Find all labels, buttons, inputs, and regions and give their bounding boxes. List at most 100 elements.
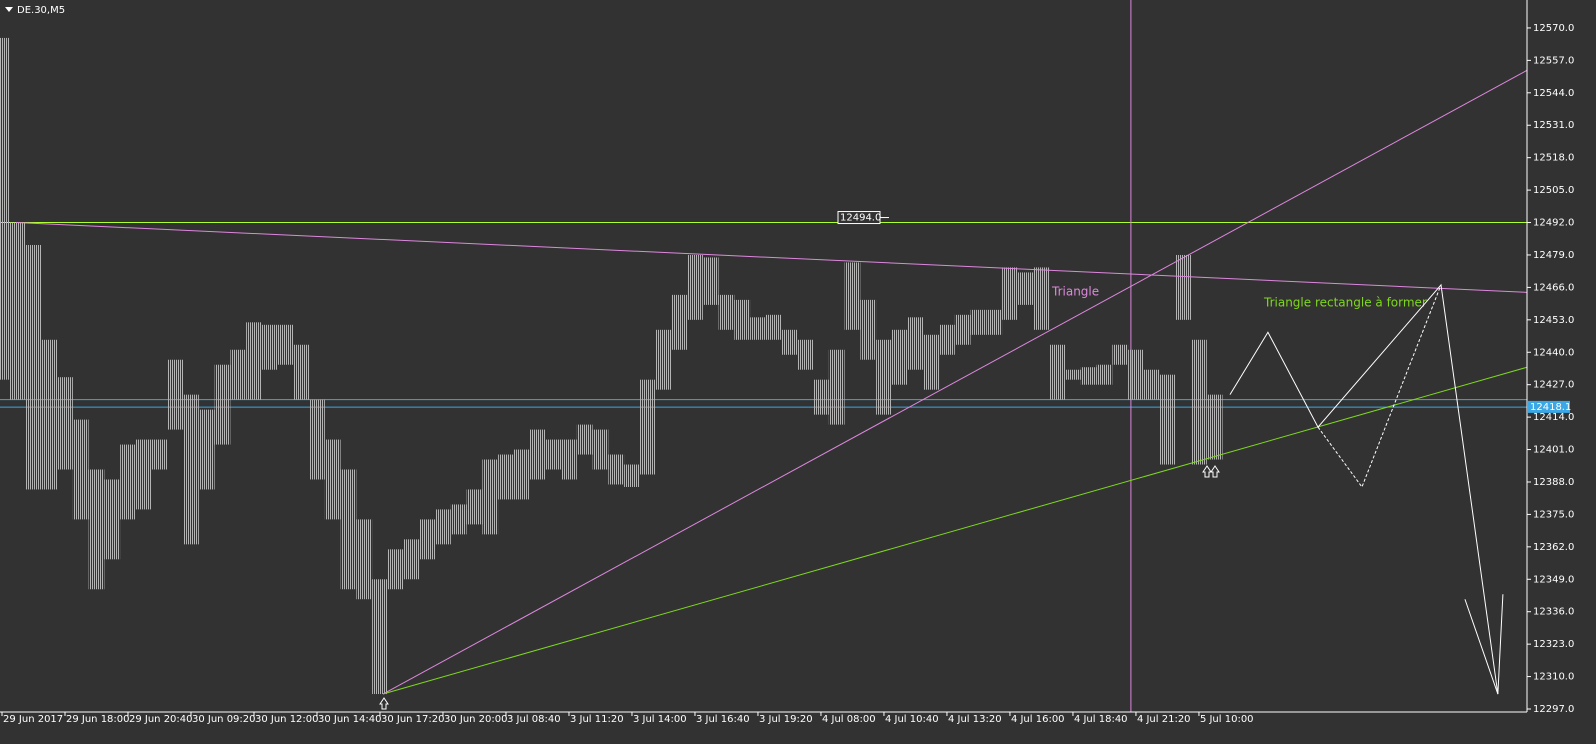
y-tick-label: 12388.0 <box>1533 477 1574 488</box>
x-tick-label: 4 Jul 10:40 <box>885 714 939 725</box>
price-bar <box>1096 364 1113 385</box>
y-tick-label: 12518.0 <box>1533 153 1574 164</box>
price-bar <box>576 424 593 455</box>
current-price-box <box>1528 400 1570 413</box>
price-label: 12494.0 <box>840 213 881 224</box>
price-bar <box>9 222 26 400</box>
x-tick-label: 29 Jun 2017 <box>3 714 63 725</box>
x-tick-label: 3 Jul 08:40 <box>507 714 561 725</box>
current-price-label: 12418.1 <box>1530 402 1571 413</box>
price-bar <box>923 334 940 390</box>
price-bar <box>608 454 625 485</box>
menu-arrow[interactable] <box>5 7 13 12</box>
y-tick-label: 12297.0 <box>1533 704 1574 715</box>
x-tick-label: 30 Jun 09:20 <box>192 714 256 725</box>
price-bar <box>891 329 908 385</box>
price-bar <box>387 549 404 590</box>
x-tick-label: 4 Jul 16:00 <box>1011 714 1065 725</box>
x-tick-label: 3 Jul 19:20 <box>759 714 813 725</box>
price-bar <box>655 329 672 390</box>
price-bar <box>135 439 152 510</box>
price-bar <box>324 439 341 520</box>
y-tick-label: 12440.0 <box>1533 347 1574 358</box>
price-bar <box>813 379 829 415</box>
y-tick-label: 12492.0 <box>1533 218 1574 229</box>
price-bar <box>435 509 451 545</box>
price-bar <box>419 519 436 560</box>
trend-line <box>1464 594 1504 695</box>
trend-line <box>15 222 1528 293</box>
price-bar <box>403 539 420 580</box>
price-bar <box>41 339 58 490</box>
price-bar <box>986 309 1003 335</box>
x-tick-label: 4 Jul 13:20 <box>948 714 1002 725</box>
axis-cover <box>1527 0 1596 744</box>
y-tick-label: 12479.0 <box>1533 250 1574 261</box>
x-tick-label: 30 Jun 14:40 <box>318 714 382 725</box>
price-bar <box>718 294 735 330</box>
x-tick-label: 30 Jun 20:00 <box>444 714 508 725</box>
y-tick-label: 12401.0 <box>1533 445 1574 456</box>
y-tick-label: 12544.0 <box>1533 88 1574 99</box>
price-bar <box>860 299 877 360</box>
axis-cover <box>0 712 1527 744</box>
price-bar <box>844 262 861 330</box>
x-tick-label: 29 Jun 18:00 <box>66 714 130 725</box>
price-bar <box>25 244 42 490</box>
price-bar <box>1112 344 1129 365</box>
price-bar <box>687 254 703 320</box>
price-bar <box>183 394 199 545</box>
y-tick-label: 12349.0 <box>1533 574 1574 585</box>
price-bar <box>513 449 530 500</box>
price-bar <box>561 439 577 480</box>
y-tick-label: 12362.0 <box>1533 542 1574 553</box>
price-bar <box>246 322 262 400</box>
price-bar <box>277 324 294 365</box>
price-bar <box>120 444 136 520</box>
price-bar <box>828 349 845 425</box>
y-tick-label: 12336.0 <box>1533 607 1574 618</box>
price-bar <box>907 317 924 370</box>
price-bar <box>1191 339 1207 465</box>
y-tick-label: 12375.0 <box>1533 509 1574 520</box>
y-tick-label: 12466.0 <box>1533 282 1574 293</box>
x-tick-label: 3 Jul 16:40 <box>696 714 750 725</box>
price-bar <box>214 364 231 445</box>
price-bar <box>954 314 971 345</box>
x-tick-label: 3 Jul 14:00 <box>633 714 687 725</box>
x-tick-label: 30 Jun 17:20 <box>381 714 445 725</box>
price-bar <box>0 37 10 380</box>
price-bar <box>450 504 467 535</box>
price-bar <box>1080 367 1097 385</box>
y-tick-label: 12414.0 <box>1533 412 1574 423</box>
x-tick-label: 4 Jul 08:00 <box>822 714 876 725</box>
price-bar <box>1128 349 1144 400</box>
price-bar <box>72 419 89 520</box>
price-bar <box>797 339 814 370</box>
price-bar <box>340 469 357 590</box>
price-bar <box>1143 369 1160 400</box>
annotation: Triangle <box>1051 285 1099 299</box>
price-bar <box>261 324 278 370</box>
price-bar <box>88 469 105 590</box>
price-bar <box>1002 267 1018 320</box>
price-bar <box>624 464 640 487</box>
trend-line <box>382 366 1528 695</box>
y-tick-label: 12570.0 <box>1533 23 1574 34</box>
chart-title: DE.30,M5 <box>17 5 65 16</box>
price-bar <box>734 299 751 340</box>
x-tick-label: 29 Jun 20:40 <box>129 714 193 725</box>
price-bar <box>970 309 987 335</box>
x-tick-label: 30 Jun 12:00 <box>255 714 319 725</box>
x-tick-label: 4 Jul 21:20 <box>1137 714 1191 725</box>
price-bar <box>1206 394 1223 460</box>
price-bar <box>498 454 514 500</box>
price-bar <box>781 329 798 355</box>
price-bar <box>151 439 168 470</box>
price-bar <box>1049 344 1066 400</box>
price-bar <box>671 294 688 350</box>
price-bar <box>1033 267 1050 330</box>
